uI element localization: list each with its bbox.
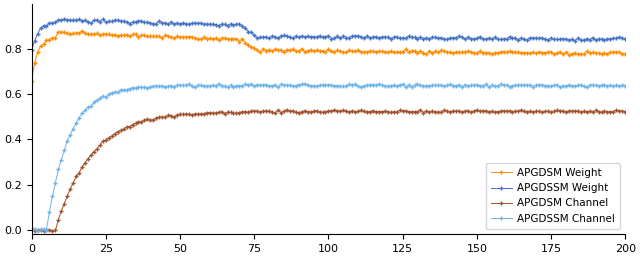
APGDSM Weight	[84, 33, 92, 36]
APGDSSM Weight	[351, 35, 359, 38]
Legend: APGDSM Weight, APGDSSM Weight, APGDSM Channel, APGDSSM Channel: APGDSM Weight, APGDSSM Weight, APGDSM Ch…	[486, 163, 620, 229]
APGDSSM Channel	[248, 83, 255, 86]
APGDSM Weight	[621, 53, 629, 56]
APGDSSM Channel	[355, 85, 362, 88]
APGDSM Channel	[49, 229, 56, 232]
APGDSM Channel	[248, 109, 255, 112]
APGDSSM Channel	[34, 229, 42, 232]
APGDSM Weight	[28, 79, 35, 83]
APGDSM Channel	[280, 110, 288, 113]
APGDSSM Weight	[280, 34, 288, 37]
APGDSM Channel	[417, 108, 424, 111]
APGDSM Channel	[621, 110, 629, 113]
APGDSM Weight	[280, 50, 288, 53]
APGDSSM Channel	[84, 106, 92, 109]
APGDSM Weight	[78, 30, 86, 33]
APGDSSM Weight	[60, 17, 68, 20]
APGDSM Weight	[351, 50, 359, 53]
APGDSM Weight	[574, 53, 582, 56]
APGDSSM Weight	[28, 48, 35, 51]
APGDSSM Weight	[248, 31, 255, 34]
APGDSM Channel	[28, 228, 35, 231]
APGDSSM Channel	[31, 228, 38, 231]
APGDSM Channel	[84, 157, 92, 160]
APGDSM Channel	[351, 110, 359, 113]
APGDSSM Channel	[301, 82, 308, 85]
Line: APGDSSM Weight: APGDSSM Weight	[29, 17, 627, 52]
APGDSM Channel	[31, 229, 38, 232]
APGDSSM Weight	[31, 39, 38, 43]
Line: APGDSM Channel: APGDSM Channel	[29, 108, 627, 233]
APGDSSM Weight	[621, 38, 629, 41]
APGDSM Channel	[577, 111, 584, 114]
APGDSSM Weight	[574, 37, 582, 40]
APGDSSM Weight	[84, 20, 92, 23]
Line: APGDSM Weight: APGDSM Weight	[29, 29, 627, 83]
APGDSSM Channel	[577, 84, 584, 87]
APGDSM Weight	[248, 45, 255, 49]
APGDSSM Channel	[621, 84, 629, 87]
APGDSSM Channel	[28, 228, 35, 231]
APGDSM Weight	[31, 61, 38, 64]
APGDSSM Channel	[280, 83, 288, 86]
Line: APGDSSM Channel: APGDSSM Channel	[29, 82, 627, 233]
